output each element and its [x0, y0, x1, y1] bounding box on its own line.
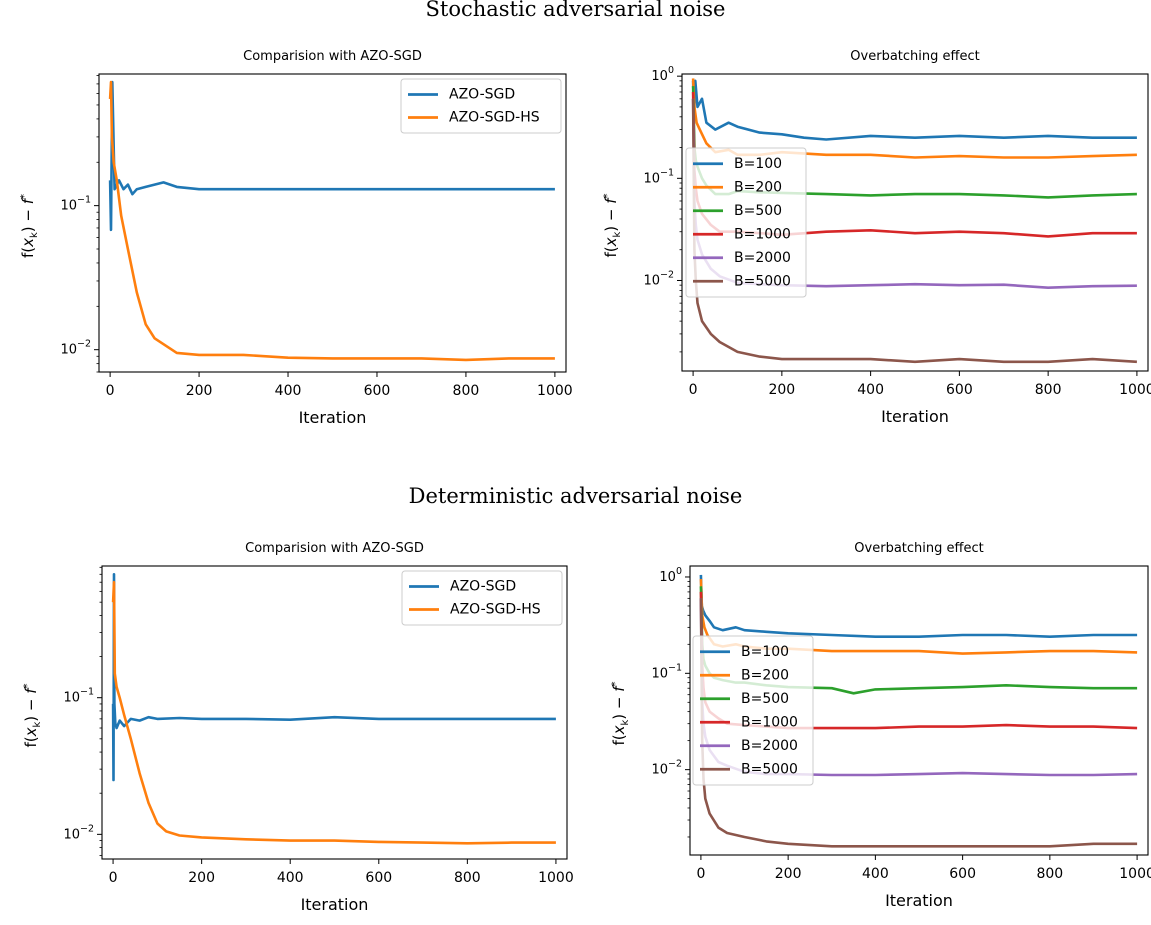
series-group	[111, 572, 556, 845]
chart-1: Comparision with AZO-SGD 10−2 10−1 0 200 400 6…	[19, 49, 573, 427]
x-axis-label: Iteration	[885, 891, 953, 910]
y-tick-label: 10−1	[60, 194, 91, 213]
legend-label: B=2000	[741, 738, 798, 754]
plot-frame	[689, 565, 1149, 856]
series-line-b-100	[699, 574, 1138, 639]
x-axis-label: Iteration	[301, 895, 369, 914]
plot-frame	[681, 73, 1149, 372]
x-tick-label: 600	[946, 382, 973, 398]
x-tick-label: 400	[862, 866, 889, 882]
x-tick-label: 600	[365, 870, 392, 886]
series-group	[108, 80, 555, 362]
series-line-b-200	[691, 78, 1137, 159]
chart-title: Comparision with AZO-SGD	[243, 49, 422, 64]
legend: AZO-SGD AZO-SGD-HS	[401, 570, 563, 626]
x-tick-label: 1000	[1119, 382, 1151, 398]
series-line-azo-sgd-hs	[108, 80, 555, 362]
x-tick-label: 0	[696, 866, 705, 882]
y-tick-label: 10−1	[63, 686, 94, 705]
x-axis-label: Iteration	[299, 408, 367, 427]
plot-frame	[101, 565, 568, 860]
y-axis-label: f(xk) − f*	[610, 681, 631, 745]
chart-title: Overbatching effect	[854, 541, 983, 556]
y-tick-label: 100	[659, 565, 682, 584]
legend-label: B=2000	[734, 250, 791, 266]
x-tick-label: 200	[775, 866, 802, 882]
x-axis-label: Iteration	[881, 407, 949, 426]
y-tick-label: 10−2	[643, 269, 674, 288]
legend-label: B=1000	[741, 714, 798, 730]
y-tick-label: 10−1	[651, 662, 682, 681]
legend-box	[692, 635, 814, 786]
x-tick-label: 800	[454, 870, 481, 886]
legend: AZO-SGD AZO-SGD-HS	[400, 78, 562, 134]
chart-title: Overbatching effect	[850, 49, 979, 64]
legend-label: AZO-SGD	[450, 579, 516, 595]
series-line-azo-sgd	[111, 572, 556, 782]
y-tick-label: 10−2	[651, 758, 682, 777]
x-tick-label: 1000	[538, 870, 574, 886]
legend-label: B=1000	[734, 226, 791, 242]
legend-label: B=500	[734, 203, 782, 219]
legend: B=100 B=200 B=500 B=1000 B=2000 B=5000	[692, 635, 814, 786]
legend: B=100 B=200 B=500 B=1000 B=2000 B=5000	[685, 147, 807, 298]
y-axis-label: f(xk) − f*	[19, 194, 40, 258]
y-axis-label: f(xk) − f*	[602, 193, 623, 257]
x-tick-label: 200	[768, 382, 795, 398]
legend-label: B=5000	[741, 761, 798, 777]
x-tick-label: 200	[188, 870, 215, 886]
plot-frame	[98, 73, 567, 373]
row-title-deterministic: Deterministic adversarial noise	[408, 484, 743, 508]
legend-label: B=500	[741, 691, 789, 707]
series-line-b-100	[691, 79, 1137, 141]
chart-title: Comparision with AZO-SGD	[245, 541, 424, 556]
series-line-b-5000	[699, 598, 1138, 848]
x-tick-label: 400	[277, 870, 304, 886]
x-tick-label: 0	[689, 382, 698, 398]
legend-label: AZO-SGD-HS	[450, 602, 541, 618]
legend-label: AZO-SGD-HS	[449, 110, 540, 126]
x-tick-label: 800	[1036, 866, 1063, 882]
y-tick-label: 100	[651, 65, 674, 84]
legend-box	[401, 570, 563, 626]
y-axis-label: f(xk) − f*	[22, 683, 43, 747]
x-tick-label: 400	[857, 382, 884, 398]
x-tick-label: 1000	[537, 383, 573, 399]
legend-box	[400, 78, 562, 134]
legend-label: AZO-SGD	[449, 87, 515, 103]
y-tick-label: 10−1	[643, 167, 674, 186]
legend-label: B=100	[734, 156, 782, 172]
legend-label: B=200	[741, 667, 789, 683]
x-tick-label: 600	[364, 383, 391, 399]
series-line-b-5000	[691, 98, 1137, 364]
x-tick-label: 600	[949, 866, 976, 882]
x-tick-label: 1000	[1119, 866, 1151, 882]
y-tick-label: 10−2	[60, 338, 91, 357]
chart-3: Comparision with AZO-SGD 10−2 10−1 0 200 400 6…	[22, 541, 574, 914]
legend-box	[685, 147, 807, 298]
series-line-azo-sgd-hs	[111, 580, 556, 845]
x-tick-label: 0	[106, 383, 115, 399]
x-tick-label: 0	[109, 870, 118, 886]
x-tick-label: 200	[186, 383, 213, 399]
x-tick-label: 400	[275, 383, 302, 399]
legend-label: B=100	[741, 644, 789, 660]
y-tick-label: 10−2	[63, 823, 94, 842]
row-title-stochastic: Stochastic adversarial noise	[425, 0, 726, 21]
x-tick-label: 800	[453, 383, 480, 399]
x-tick-label: 800	[1035, 382, 1062, 398]
legend-label: B=5000	[734, 273, 791, 289]
legend-label: B=200	[734, 179, 782, 195]
